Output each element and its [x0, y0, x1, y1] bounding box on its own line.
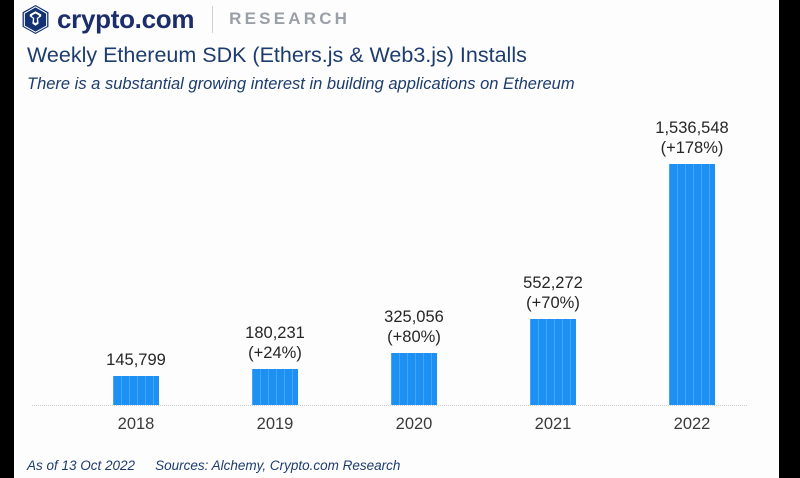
bar-value-2018: 145,799 — [106, 351, 166, 370]
bar-rect-2021 — [530, 319, 576, 405]
bar-value-2019: 180,231 — [245, 323, 305, 342]
letterbox-right — [779, 0, 800, 478]
bar-value-2020: 325,056 — [384, 307, 444, 326]
bar-label-2021: 552,272 (+70%) — [483, 273, 623, 314]
bar-label-2019: 180,231 (+24%) — [205, 323, 345, 364]
bar-rect-2018 — [113, 376, 159, 405]
chart-subtitle: There is a substantial growing interest … — [27, 75, 575, 93]
footer-note: As of 13 Oct 2022 Sources: Alchemy, Crypt… — [27, 458, 400, 473]
brand-header: crypto.com RESEARCH — [22, 2, 350, 36]
bar-label-2020: 325,056 (+80%) — [344, 307, 484, 348]
letterbox-left — [0, 0, 14, 478]
bar-label-2022: 1,536,548 (+178%) — [622, 118, 762, 159]
chart-title: Weekly Ethereum SDK (Ethers.js & Web3.js… — [27, 43, 527, 67]
bar-group-2022[interactable]: 1,536,548 (+178%) — [622, 119, 762, 405]
footer-sources: Sources: Alchemy, Crypto.com Research — [155, 458, 401, 473]
bar-rect-2020 — [391, 353, 437, 405]
bar-growth-2019: (+24%) — [248, 344, 302, 363]
cronos-shield-icon — [22, 4, 49, 34]
bar-growth-2021: (+70%) — [526, 294, 580, 313]
bar-label-2018: 145,799 — [66, 350, 206, 371]
bar-group-2019[interactable]: 180,231 (+24%) — [205, 324, 345, 405]
bar-rect-2022 — [669, 164, 715, 405]
bar-group-2021[interactable]: 552,272 (+70%) — [483, 274, 623, 405]
bar-growth-2020: (+80%) — [387, 328, 441, 347]
bar-value-2021: 552,272 — [523, 273, 583, 292]
bar-growth-2022: (+178%) — [660, 139, 724, 158]
header-divider — [212, 5, 214, 33]
x-tick-2021: 2021 — [534, 415, 572, 433]
x-tick-2020: 2020 — [395, 415, 433, 433]
x-tick-2022: 2022 — [673, 415, 711, 433]
bar-group-2020[interactable]: 325,056 (+80%) — [344, 308, 484, 405]
brand-name: crypto.com — [57, 4, 195, 34]
bar-value-2022: 1,536,548 — [655, 118, 729, 137]
bar-rect-2019 — [252, 369, 298, 405]
bar-group-2018[interactable]: 145,799 — [66, 351, 206, 405]
x-tick-2019: 2019 — [256, 415, 294, 433]
x-tick-2018: 2018 — [117, 415, 155, 433]
footer-as-of: As of 13 Oct 2022 — [27, 458, 136, 473]
section-label: RESEARCH — [229, 9, 351, 28]
axis-baseline — [32, 405, 747, 406]
plot-area: 145,799 2018 180,231 (+24%) 2019 325,056… — [14, 100, 779, 433]
chart-canvas: crypto.com RESEARCH Weekly Ethereum SDK … — [14, 0, 779, 478]
